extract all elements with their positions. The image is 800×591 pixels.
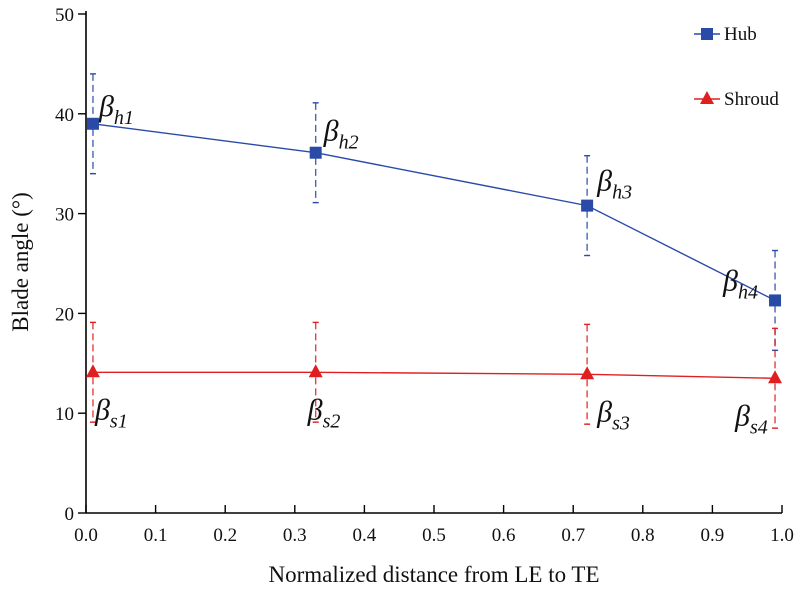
y-tick-label: 20: [55, 304, 74, 325]
x-tick-label: 0.5: [422, 525, 446, 546]
x-tick-label: 0.4: [353, 525, 377, 546]
point-annotation: βs1: [94, 393, 128, 432]
data-point-square: [86, 117, 99, 130]
series-line: [92, 123, 776, 302]
data-point-triangle: [85, 364, 100, 378]
series-line: [92, 371, 776, 379]
x-axis-label: Normalized distance from LE to TE: [268, 562, 599, 587]
x-tick-label: 0.3: [283, 525, 307, 546]
point-annotation: βh2: [323, 115, 359, 154]
legend-label: Shroud: [724, 89, 779, 110]
data-point-triangle: [580, 366, 595, 380]
x-tick-label: 1.0: [770, 525, 794, 546]
y-tick-label: 10: [55, 404, 74, 425]
data-point-square: [769, 294, 782, 307]
x-tick-label: 0.9: [701, 525, 725, 546]
x-tick-label: 0.7: [561, 525, 585, 546]
data-point-triangle: [308, 364, 323, 378]
point-annotation: βs2: [307, 393, 341, 432]
x-tick-label: 0.2: [213, 525, 237, 546]
data-point-square: [581, 199, 594, 212]
legend-item-hub: Hub: [694, 24, 757, 45]
point-annotation: βh3: [596, 165, 632, 204]
y-axis-label: Blade angle (°): [8, 192, 33, 331]
legend-marker-square: [701, 28, 713, 40]
data-point-triangle: [768, 370, 783, 384]
y-tick-label: 0: [65, 504, 75, 525]
x-tick-label: 0.0: [74, 525, 98, 546]
y-tick-label: 50: [55, 5, 74, 26]
data-point-square: [309, 146, 322, 159]
point-annotation: βs3: [596, 395, 630, 434]
point-annotation: βh4: [722, 264, 758, 303]
series-layer: βh1 βh2 βh3 βh4 βs1 βs2 βs3 βs4: [85, 73, 783, 438]
x-tick-label: 0.1: [144, 525, 168, 546]
legend-marker-triangle: [700, 91, 714, 104]
point-annotation: βs4: [734, 399, 768, 438]
y-tick-label: 30: [55, 205, 74, 226]
x-tick-label: 0.6: [492, 525, 516, 546]
series-shroud: βs1 βs2 βs3 βs4: [85, 321, 783, 438]
point-annotation: βh1: [98, 90, 134, 129]
x-tick-label: 0.8: [631, 525, 655, 546]
series-hub: βh1 βh2 βh3 βh4: [86, 73, 782, 352]
legend-item-shroud: Shroud: [694, 89, 779, 110]
legend-label: Hub: [724, 24, 757, 45]
axes: 0 10 20 30 40 50 0.0 0.1 0.2 0.3 0.4 0.5 0.6 0.7 0.8 0.…: [55, 5, 794, 546]
y-tick-label: 40: [55, 105, 74, 126]
legend: Hub Shroud: [694, 24, 779, 110]
